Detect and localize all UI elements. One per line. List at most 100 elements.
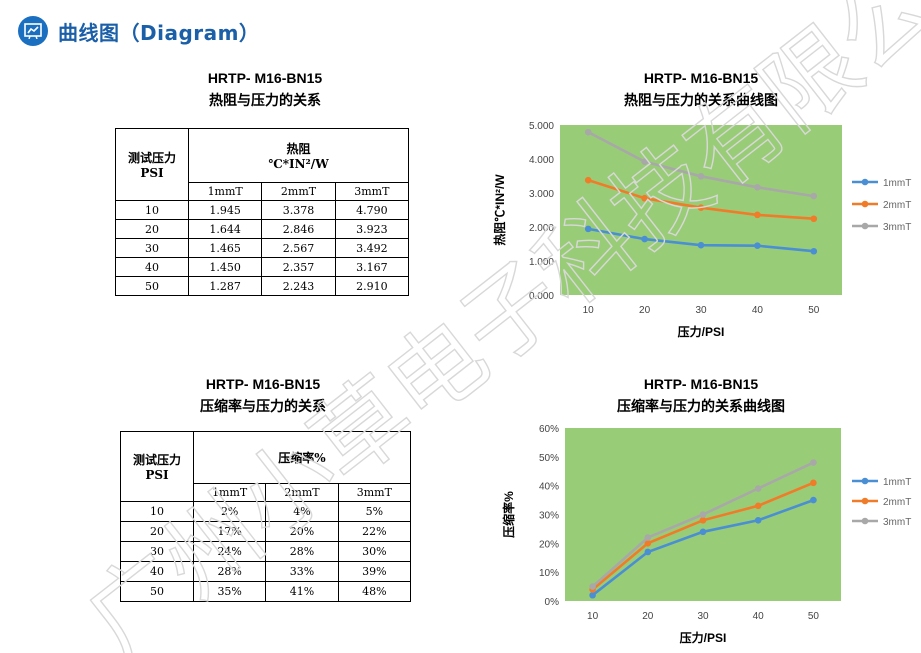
thermal-chart-model: HRTP- M16-BN15 <box>643 70 759 86</box>
data-point <box>589 591 596 599</box>
thermal-model-name: HRTP- M16-BN15 <box>207 70 323 86</box>
data-point <box>810 496 817 504</box>
table-cell: 30% <box>337 541 412 562</box>
data-point <box>810 479 817 487</box>
table-cell: 39% <box>337 561 412 582</box>
y-tick-label: 3.000 <box>529 189 554 200</box>
compression-table-title: 压缩率与压力的关系 <box>200 399 326 415</box>
thermal-table-heading: HRTP- M16-BN15 热阻与压力的关系 <box>115 70 415 110</box>
table-cell: 10 <box>120 501 194 522</box>
table-cell: 1.644 <box>187 219 263 239</box>
col-header: 1mmT <box>192 483 267 502</box>
data-point <box>810 215 818 223</box>
legend-label: 1mmT <box>883 477 911 488</box>
legend-marker <box>861 497 869 505</box>
table-cell: 1.465 <box>187 238 263 258</box>
compression-chart: 0% 10% 20% 30% 40% 50% 60% 10 20 30 40 50 压力/PSI 压缩率%… <box>501 424 911 645</box>
compression-header-cell: 压缩率% <box>193 431 411 484</box>
compression-table-heading: HRTP- M16-BN15 压缩率与压力的关系 <box>113 376 413 416</box>
y-tick-label: 10% <box>539 568 559 579</box>
y-tick-label: 4.000 <box>529 155 554 166</box>
table-cell: 28% <box>265 541 339 562</box>
thermal-chart: 0.000 1.000 2.000 3.000 4.000 5.000 10 20 30 40 50… <box>492 121 911 339</box>
thermal-header-cell: 热阻 ℃*IN²/W <box>188 128 409 183</box>
table-cell: 24% <box>192 541 267 562</box>
x-axis-label: 压力/PSI <box>680 630 727 645</box>
table-cell: 50 <box>115 276 189 296</box>
table-cell: 1.287 <box>187 276 263 296</box>
y-axis-label: 热阻℃*IN²/W <box>492 174 507 246</box>
x-axis-label: 压力/PSI <box>678 324 725 339</box>
table-cell: 2.567 <box>261 238 336 258</box>
legend-label: 2mmT <box>883 200 911 211</box>
table-row: 50 35% 41% 48% <box>120 581 412 602</box>
data-point <box>589 583 596 590</box>
pressure-header-cell: 测试压力 PSI <box>115 128 189 201</box>
table-cell: 41% <box>265 581 339 602</box>
table-cell: 30 <box>120 541 194 562</box>
legend-label: 1mmT <box>883 178 911 189</box>
x-tick-label: 30 <box>697 611 709 622</box>
y-tick-label: 1.000 <box>529 257 554 268</box>
data-point <box>644 540 652 547</box>
table-row: 20 1.644 2.846 3.923 <box>115 219 410 239</box>
y-tick-label: 0.000 <box>529 291 554 302</box>
table-cell: 10 <box>115 200 189 220</box>
table-cell: 5% <box>337 501 412 522</box>
table-row: 10 2% 4% 5% <box>120 501 412 522</box>
table-cell: 2.910 <box>334 276 410 296</box>
data-point <box>754 485 762 492</box>
thermal-chart-heading: HRTP- M16-BN15 热阻与压力的关系曲线图 <box>560 70 842 110</box>
y-tick-label: 40% <box>539 482 559 493</box>
data-point <box>641 235 648 243</box>
section-header: 曲线图（Diagram） <box>18 16 259 46</box>
y-tick-label: 30% <box>539 511 559 522</box>
y-tick-label: 5.000 <box>529 121 554 132</box>
compression-chart-model: HRTP- M16-BN15 <box>643 376 759 392</box>
data-point <box>754 211 761 219</box>
table-cell: 33% <box>265 561 339 582</box>
pressure-header-label: 测试压力 <box>127 151 176 165</box>
col-header: 2mmT <box>261 182 336 201</box>
data-point <box>697 241 705 249</box>
compression-table: 测试压力 PSI 压缩率% 1mmT 2mmT 3mmT 10 2% 4% 5%… <box>120 431 412 602</box>
table-row: 20 17% 20% 22% <box>120 521 412 542</box>
table-cell: 2.243 <box>261 276 336 296</box>
data-point <box>584 128 592 136</box>
col-header: 3mmT <box>334 182 410 201</box>
data-point <box>699 511 707 518</box>
table-cell: 20 <box>120 521 194 542</box>
compression-header-label: 压缩率% <box>278 451 326 465</box>
table-cell: 28% <box>192 561 267 582</box>
table-cell: 1.450 <box>187 257 263 277</box>
table-cell: 20 <box>115 219 189 239</box>
pressure-header-unit: PSI <box>145 468 169 482</box>
table-row: 50 1.287 2.243 2.910 <box>115 276 410 296</box>
table-cell: 3.378 <box>261 200 336 220</box>
table-cell: 35% <box>192 581 267 602</box>
data-point <box>754 242 761 249</box>
pressure-header-cell: 测试压力 PSI <box>120 431 194 502</box>
data-point <box>810 192 818 200</box>
legend-marker <box>861 178 869 186</box>
table-row: 40 28% 33% 39% <box>120 561 412 582</box>
legend-label: 2mmT <box>883 497 911 508</box>
compression-chart-heading: HRTP- M16-BN15 压缩率与压力的关系曲线图 <box>560 376 842 416</box>
pressure-header-label: 测试压力 <box>132 453 181 467</box>
table-row: 30 1.465 2.567 3.492 <box>115 238 410 258</box>
thermal-header-unit: ℃*IN²/W <box>268 157 329 171</box>
table-cell: 2% <box>192 501 267 522</box>
y-tick-label: 50% <box>539 453 559 464</box>
y-axis-label: 压缩率% <box>501 491 516 538</box>
table-cell: 4% <box>265 501 339 522</box>
legend-marker <box>861 477 869 485</box>
data-point <box>697 204 705 212</box>
table-cell: 3.492 <box>334 238 410 258</box>
table-row: 30 24% 28% 30% <box>120 541 412 562</box>
table-cell: 3.167 <box>334 257 410 277</box>
table-cell: 40 <box>115 257 189 277</box>
legend-label: 3mmT <box>883 222 911 233</box>
section-title: 曲线图（Diagram） <box>58 20 260 45</box>
data-point <box>699 528 707 536</box>
table-row: 10 1.945 3.378 4.790 <box>115 200 410 220</box>
